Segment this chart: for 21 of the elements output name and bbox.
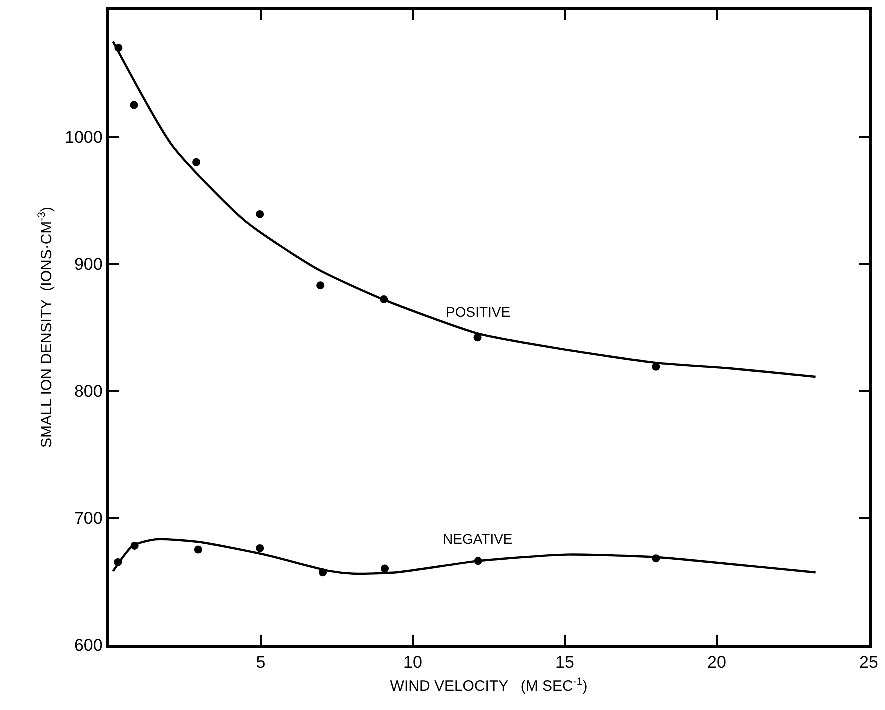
y-tick-label: 1000 <box>65 128 103 147</box>
series-label: NEGATIVE <box>443 531 513 547</box>
y-tick-label: 700 <box>74 508 103 528</box>
point <box>130 101 138 110</box>
y-tick-label: 900 <box>74 254 103 274</box>
y-tick-label: 600 <box>74 636 103 655</box>
x-tick-label: 20 <box>708 653 726 672</box>
point <box>316 282 325 290</box>
line-series <box>112 40 817 378</box>
x-axis-title: WIND VELOCITY (M SEC$^{-1}$) <box>390 676 588 696</box>
x-tick-label: 5 <box>256 653 266 672</box>
point <box>192 158 201 166</box>
y-tick-label: 800 <box>74 382 103 401</box>
x-tick-label: 25 <box>860 653 878 672</box>
series-label: POSITIVE <box>446 304 511 320</box>
point <box>194 546 202 554</box>
point <box>381 564 390 573</box>
x-tick-label: 10 <box>404 653 422 672</box>
point <box>256 544 264 552</box>
point <box>256 210 264 218</box>
x-tick-label: 15 <box>556 653 574 672</box>
